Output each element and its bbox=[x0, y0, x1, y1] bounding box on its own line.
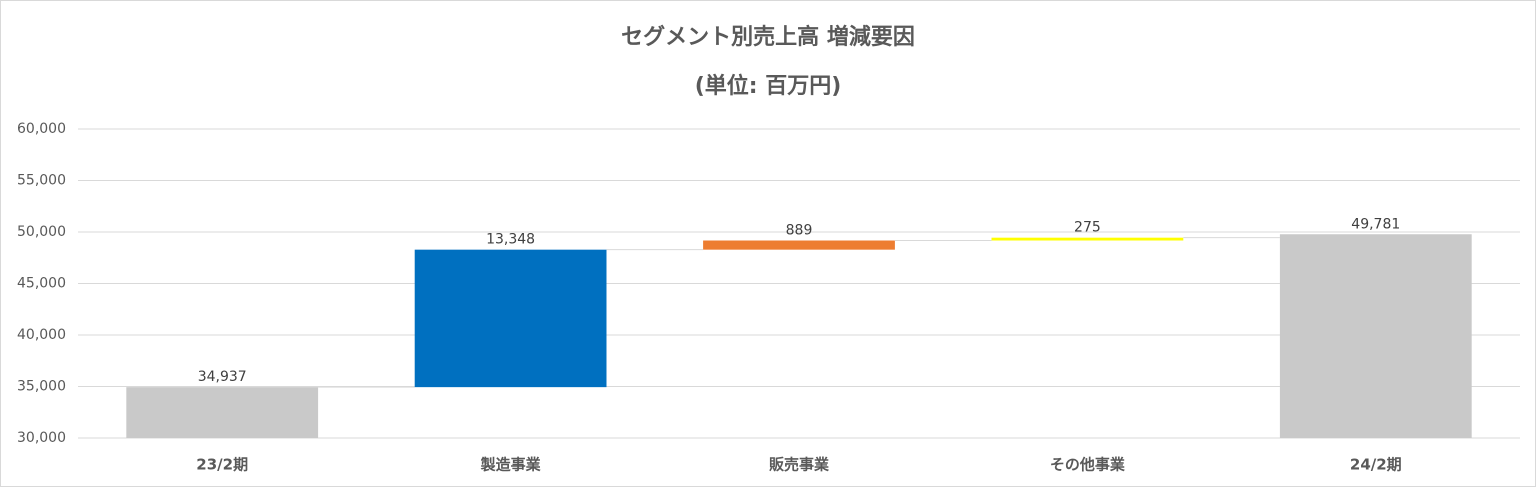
y-tick-label: 30,000 bbox=[17, 430, 66, 446]
x-tick-label: 24/2期 bbox=[1350, 456, 1402, 474]
y-tick-label: 35,000 bbox=[17, 379, 66, 395]
x-tick-label: 製造事業 bbox=[480, 456, 542, 474]
bar bbox=[414, 249, 607, 388]
y-tick-label: 50,000 bbox=[17, 224, 66, 240]
chart-subtitle: (単位: 百万円) bbox=[695, 73, 842, 99]
x-tick-label: その他事業 bbox=[1050, 456, 1126, 474]
chart-title: セグメント別売上高 増減要因 bbox=[621, 24, 915, 50]
value-label: 13,348 bbox=[486, 232, 535, 248]
bar bbox=[991, 237, 1184, 241]
bar bbox=[703, 240, 895, 250]
bar bbox=[1279, 234, 1472, 438]
x-tick-label: 23/2期 bbox=[196, 456, 248, 474]
bar bbox=[126, 387, 319, 438]
value-label: 889 bbox=[786, 223, 813, 239]
x-tick-label: 販売事業 bbox=[769, 456, 830, 474]
y-tick-label: 45,000 bbox=[17, 276, 66, 292]
value-label: 49,781 bbox=[1351, 216, 1400, 232]
y-tick-label: 55,000 bbox=[17, 173, 66, 189]
value-label: 275 bbox=[1074, 220, 1101, 236]
y-tick-label: 60,000 bbox=[17, 121, 66, 137]
y-tick-label: 40,000 bbox=[17, 327, 66, 343]
value-label: 34,937 bbox=[198, 369, 247, 385]
